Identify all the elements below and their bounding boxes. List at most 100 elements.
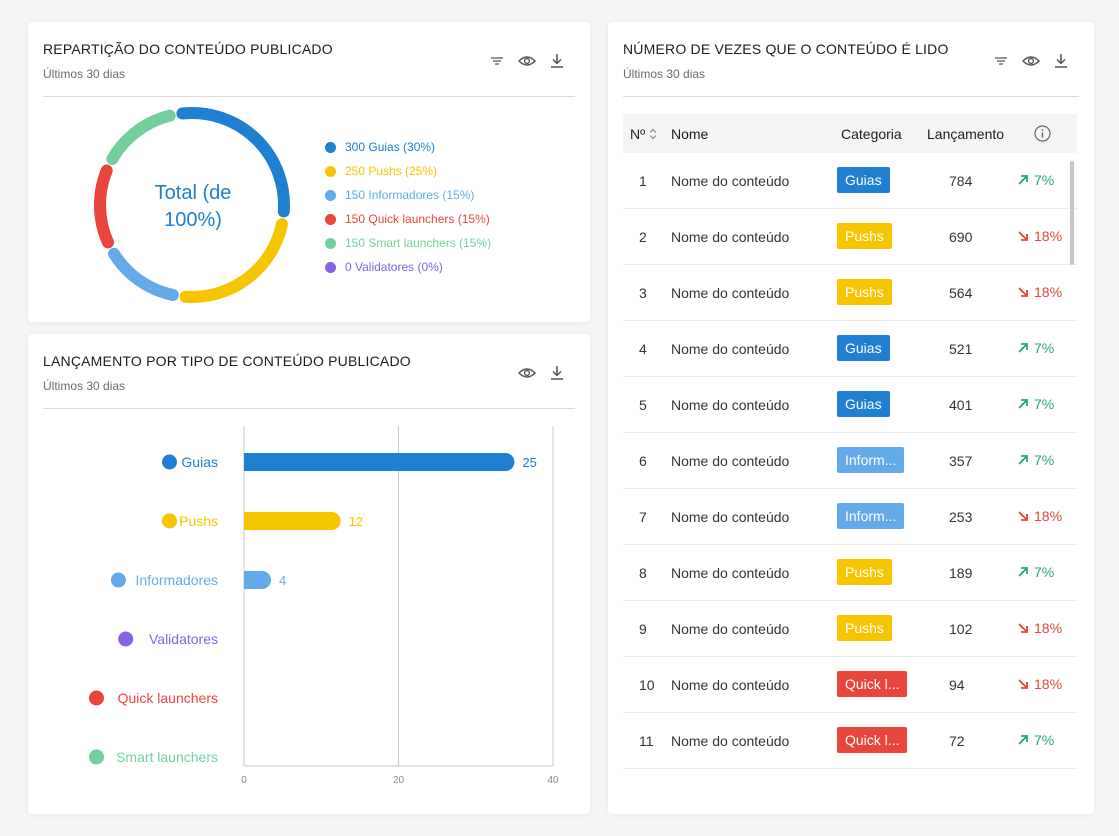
donut-slice[interactable]	[107, 247, 179, 301]
donut-slice[interactable]	[94, 164, 114, 249]
category-dot	[162, 454, 177, 470]
bar-value-label: 12	[349, 514, 363, 529]
trend-value: 7%	[1034, 732, 1055, 748]
table-row[interactable]: 11 Nome do conteúdo Quick l... 72 7%	[623, 713, 1077, 769]
card-title: LANÇAMENTO POR TIPO DE CONTEÚDO PUBLICAD…	[43, 353, 411, 369]
filter-icon[interactable]	[986, 51, 1016, 71]
legend-label: 0 Validatores (0%)	[345, 260, 443, 274]
x-tick-label: 0	[241, 775, 247, 786]
table-row[interactable]: 5 Nome do conteúdo Guias 401 7%	[623, 377, 1077, 433]
category-badge: Pushs	[837, 279, 892, 305]
eye-icon[interactable]	[512, 51, 542, 71]
legend-label: 150 Informadores (15%)	[345, 188, 475, 202]
bar-base	[244, 571, 254, 589]
row-number: 6	[639, 453, 647, 469]
trend-value: 7%	[1034, 340, 1055, 356]
card-subtitle: Últimos 30 dias	[43, 379, 126, 393]
category-badge: Pushs	[837, 559, 892, 585]
legend-dot	[325, 189, 336, 201]
row-number: 5	[639, 397, 647, 413]
category-label: Validatores	[149, 631, 218, 647]
eye-icon[interactable]	[1016, 51, 1046, 71]
legend-item[interactable]: 150 Informadores (15%)	[325, 183, 491, 207]
donut-slice[interactable]	[179, 218, 288, 303]
sort-icon[interactable]	[649, 128, 657, 140]
download-icon[interactable]	[542, 363, 572, 383]
table-row[interactable]: 7 Nome do conteúdo Inform... 253 18%	[623, 489, 1077, 545]
table-row[interactable]: 6 Nome do conteúdo Inform... 357 7%	[623, 433, 1077, 489]
donut-chart	[94, 107, 290, 303]
bar-base	[244, 512, 254, 530]
legend-item[interactable]: 150 Quick launchers (15%)	[325, 207, 491, 231]
row-launch-count: 784	[949, 173, 973, 189]
category-badge: Inform...	[837, 447, 905, 473]
legend-item[interactable]: 250 Pushs (25%)	[325, 159, 491, 183]
category-badge: Pushs	[837, 615, 892, 641]
trend-value: 18%	[1034, 228, 1063, 244]
row-number: 3	[639, 285, 647, 301]
table-row[interactable]: 3 Nome do conteúdo Pushs 564 18%	[623, 265, 1077, 321]
row-trend: 7%	[1017, 732, 1054, 748]
trend-value: 18%	[1034, 676, 1063, 692]
table-row[interactable]: 8 Nome do conteúdo Pushs 189 7%	[623, 545, 1077, 601]
scrollbar[interactable]	[1069, 153, 1075, 798]
table-row[interactable]: 4 Nome do conteúdo Guias 521 7%	[623, 321, 1077, 377]
category-dot	[89, 690, 104, 706]
row-number: 7	[639, 509, 647, 525]
row-name: Nome do conteúdo	[671, 733, 790, 749]
row-trend: 18%	[1017, 620, 1062, 636]
table-row[interactable]: 1 Nome do conteúdo Guias 784 7%	[623, 153, 1077, 209]
arrow-up-right-icon	[1018, 735, 1028, 745]
row-trend: 18%	[1017, 284, 1062, 300]
table-row[interactable]: 10 Nome do conteúdo Quick l... 94 18%	[623, 657, 1077, 713]
donut-slice[interactable]	[106, 109, 176, 165]
arrow-up-right-icon	[1018, 399, 1028, 409]
bar-value-label: 25	[522, 455, 536, 470]
row-name: Nome do conteúdo	[671, 285, 790, 301]
donut-slice[interactable]	[176, 107, 290, 218]
bar-value-label: 4	[279, 573, 286, 588]
table-row[interactable]: 9 Nome do conteúdo Pushs 102 18%	[623, 601, 1077, 657]
trend-value: 7%	[1034, 172, 1055, 188]
legend-dot	[325, 237, 336, 249]
bar[interactable]	[244, 512, 341, 530]
row-number: 10	[639, 677, 655, 693]
row-number: 8	[639, 565, 647, 581]
row-trend: 7%	[1017, 396, 1054, 412]
donut-legend: 300 Guias (30%) 250 Pushs (25%) 150 Inform…	[325, 135, 491, 279]
info-icon[interactable]	[1034, 125, 1051, 145]
legend-label: 250 Pushs (25%)	[345, 164, 438, 178]
eye-icon[interactable]	[512, 363, 542, 383]
launch-by-type-card: LANÇAMENTO POR TIPO DE CONTEÚDO PUBLICAD…	[28, 334, 590, 814]
scrollbar-thumb[interactable]	[1070, 161, 1074, 265]
card-subtitle: Últimos 30 dias	[43, 67, 126, 81]
row-trend: 7%	[1017, 564, 1054, 580]
trend-value: 7%	[1034, 396, 1055, 412]
row-number: 4	[639, 341, 647, 357]
table-row[interactable]: 2 Nome do conteúdo Pushs 690 18%	[623, 209, 1077, 265]
category-badge: Quick l...	[837, 671, 908, 697]
category-label: Smart launchers	[116, 749, 218, 765]
trend-value: 7%	[1034, 564, 1055, 580]
legend-dot	[325, 261, 336, 273]
row-launch-count: 564	[949, 285, 973, 301]
legend-item[interactable]: 150 Smart launchers (15%)	[325, 231, 491, 255]
filter-icon[interactable]	[482, 51, 512, 71]
column-header-number[interactable]: Nº	[630, 126, 657, 142]
download-icon[interactable]	[1046, 51, 1076, 71]
row-launch-count: 72	[949, 733, 965, 749]
bar[interactable]	[244, 453, 515, 471]
legend-item[interactable]: 0 Validatores (0%)	[325, 255, 491, 279]
row-launch-count: 102	[949, 621, 973, 637]
category-dot	[162, 513, 177, 529]
arrow-up-right-icon	[1018, 567, 1028, 577]
category-label: Informadores	[136, 572, 218, 588]
download-icon[interactable]	[542, 51, 572, 71]
legend-item[interactable]: 300 Guias (30%)	[325, 135, 491, 159]
legend-label: 150 Quick launchers (15%)	[345, 212, 490, 226]
donut-total-line-1: Total (de	[154, 182, 232, 204]
arrow-down-right-icon	[1018, 287, 1028, 297]
arrow-up-right-icon	[1018, 175, 1028, 185]
row-name: Nome do conteúdo	[671, 173, 790, 189]
table-header: Nº Nome Categoria Lançamento	[623, 114, 1077, 153]
